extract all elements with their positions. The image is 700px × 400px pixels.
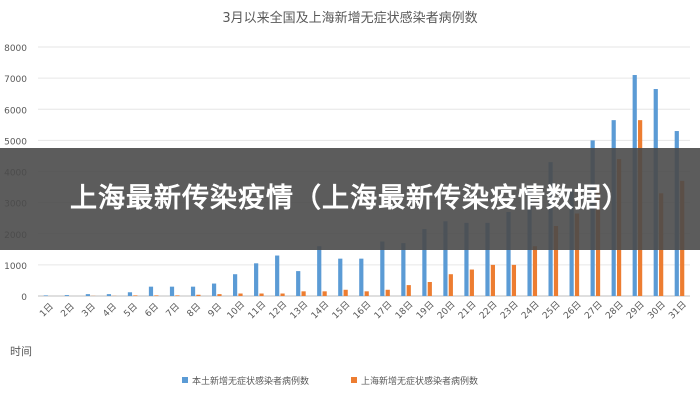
banner-title: 上海最新传染疫情（上海最新传染疫情数据） — [70, 183, 630, 214]
x-tick-label: 29日 — [625, 299, 647, 321]
x-tick-label: 26日 — [561, 299, 583, 321]
y-tick-label: 6000 — [4, 106, 27, 116]
bar-national — [317, 246, 322, 296]
x-tick-label: 5日 — [122, 301, 140, 319]
x-tick-label: 10日 — [225, 299, 247, 321]
x-tick-label: 11日 — [246, 299, 268, 321]
bar-national — [506, 211, 511, 296]
bar-shanghai — [322, 291, 327, 296]
x-tick-label: 21日 — [456, 299, 478, 321]
chart-title: 3月以来全国及上海新增无症状感染者病例数 — [222, 10, 477, 26]
bar-shanghai — [490, 264, 495, 296]
bar-shanghai — [280, 293, 285, 296]
bar-shanghai — [259, 293, 264, 296]
x-tick-label: 31日 — [667, 299, 689, 321]
x-tick-label: 25日 — [540, 299, 562, 321]
bar-national — [338, 258, 343, 296]
x-tick-label: 20日 — [435, 299, 457, 321]
bar-shanghai — [238, 293, 243, 296]
bar-shanghai — [427, 281, 432, 296]
x-tick-label: 1日 — [38, 301, 56, 319]
bar-national — [211, 283, 217, 296]
bar-national — [422, 229, 427, 296]
bar-national — [296, 271, 301, 296]
bar-shanghai — [448, 274, 453, 296]
x-tick-label: 16日 — [351, 299, 373, 321]
bar-national — [148, 286, 154, 296]
bar-shanghai — [196, 294, 201, 296]
x-tick-label: 15日 — [330, 299, 352, 321]
x-axis: 1日 2日 3日 4日 5日 6日 7日 8日 9日 10日 11日 12日 13日 14日 15日 16日 1… — [38, 299, 689, 321]
x-tick-label: 23日 — [498, 299, 520, 321]
bar-shanghai — [364, 291, 369, 296]
bar-national — [85, 294, 90, 296]
bar-national — [443, 221, 448, 296]
bar-national — [127, 292, 133, 296]
x-tick-label: 17日 — [372, 299, 394, 321]
legend-swatch — [182, 377, 188, 383]
y-tick-label: 7000 — [4, 75, 27, 85]
x-tick-label: 19日 — [414, 299, 436, 321]
x-tick-label: 30日 — [646, 299, 668, 321]
bar-national — [401, 243, 406, 296]
bar-shanghai — [133, 295, 138, 296]
y-tick-label: 1000 — [4, 262, 27, 272]
bar-national — [64, 295, 69, 296]
bar-shanghai — [217, 294, 222, 296]
bar-shanghai — [511, 264, 517, 296]
bar-shanghai — [469, 269, 474, 296]
x-tick-label: 8日 — [185, 301, 203, 319]
y-tick-label: 5000 — [4, 137, 27, 147]
title-banner: 上海最新传染疫情（上海最新传染疫情数据） — [0, 148, 700, 250]
x-tick-label: 9日 — [206, 301, 224, 319]
x-tick-label: 6日 — [143, 301, 161, 319]
x-tick-label: 22日 — [477, 299, 499, 321]
legend-label: 本土新增无症状感染者病例数 — [192, 375, 309, 387]
x-tick-label: 12日 — [267, 299, 289, 321]
bar-shanghai — [385, 289, 390, 296]
legend-label: 上海新增无症状感染者病例数 — [361, 375, 478, 387]
bar-national — [380, 241, 385, 296]
bar-national — [464, 222, 469, 296]
bar-shanghai — [574, 213, 580, 296]
bar-shanghai — [532, 246, 538, 296]
x-tick-label: 4日 — [101, 301, 119, 319]
bar-national — [485, 222, 490, 296]
legend: 本土新增无症状感染者病例数 上海新增无症状感染者病例数 — [182, 375, 478, 387]
bar-national — [169, 286, 175, 296]
bar-shanghai — [553, 225, 559, 296]
bar-national — [233, 274, 238, 296]
x-tick-label: 18日 — [393, 299, 415, 321]
x-axis-title: 时间 — [10, 345, 32, 358]
bar-shanghai — [154, 295, 159, 296]
x-tick-label: 3日 — [80, 301, 98, 319]
bar-shanghai — [301, 291, 306, 296]
bar-shanghai — [406, 285, 411, 296]
bar-shanghai — [343, 289, 348, 296]
x-tick-label: 28日 — [603, 299, 625, 321]
x-tick-label: 2日 — [59, 301, 77, 319]
bar-national — [254, 263, 259, 296]
x-tick-label: 14日 — [309, 299, 331, 321]
legend-swatch — [351, 377, 357, 383]
bar-shanghai — [175, 295, 180, 296]
x-tick-label: 13日 — [288, 299, 310, 321]
x-tick-label: 27日 — [582, 299, 604, 321]
bar-national — [43, 295, 48, 296]
x-tick-label: 24日 — [519, 299, 541, 321]
y-tick-label: 0 — [21, 293, 27, 303]
y-tick-label: 8000 — [4, 44, 27, 54]
bar-national — [359, 258, 364, 296]
x-tick-label: 7日 — [164, 301, 182, 319]
bar-national — [275, 255, 280, 296]
bar-national — [106, 294, 112, 296]
bar-national — [190, 286, 196, 296]
